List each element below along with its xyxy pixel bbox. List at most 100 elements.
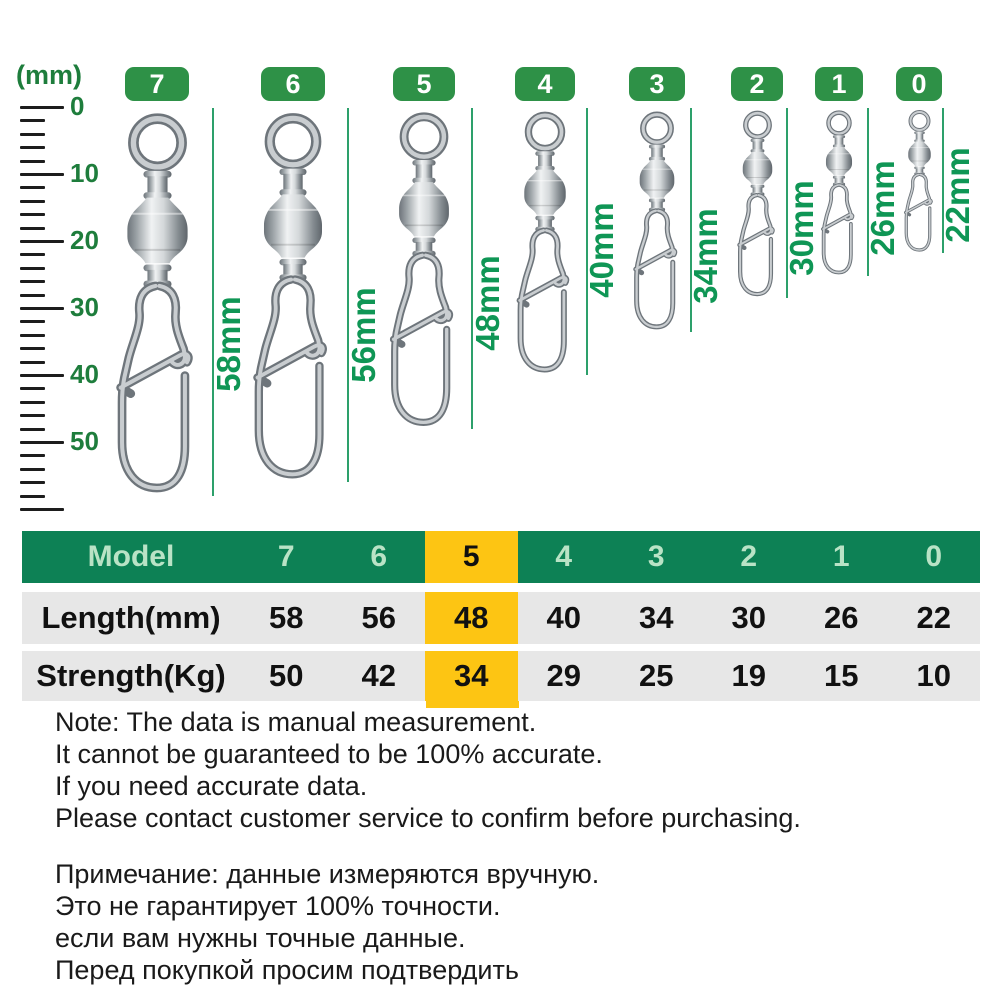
ruler-tick — [20, 280, 45, 283]
snap-swivel-image-5 — [388, 108, 460, 429]
model-badge-3: 3 — [629, 67, 685, 101]
ruler-tick — [20, 267, 45, 270]
measure-line-5 — [471, 108, 473, 429]
snap-swivel-image-6 — [251, 108, 335, 482]
highlight-column-tab — [426, 701, 519, 708]
measure-label-4: 40mm — [583, 202, 620, 298]
strength-cell: 25 — [639, 658, 674, 693]
ruler-tick — [20, 253, 45, 256]
table-header-cell: 1 — [832, 540, 850, 573]
length-cell: 56 — [361, 600, 396, 635]
length-cell: 22 — [916, 600, 951, 635]
note-line: Перед покупкой просим подтвердить — [55, 955, 519, 985]
ruler-tick — [20, 414, 45, 417]
ruler-tick — [20, 387, 45, 390]
ruler-ticks: 0 10 20 30 40 50 — [20, 91, 120, 526]
strength-cell: 10 — [916, 658, 951, 693]
model-badge-4: 4 — [515, 67, 575, 101]
measure-line-3 — [690, 108, 692, 332]
strength-cell: 29 — [546, 658, 581, 693]
ruler-tick — [20, 173, 64, 176]
note-line: If you need accurate data. — [55, 771, 368, 801]
model-badge-1: 1 — [815, 67, 863, 101]
notes-english: Note: The data is manual measurement. It… — [55, 706, 801, 834]
ruler-tick-label: 40 — [70, 359, 99, 389]
note-line: Это не гарантирует 100% точности. — [55, 891, 501, 921]
ruler-tick — [20, 200, 45, 203]
model-badge-5: 5 — [393, 67, 455, 101]
ruler-tick-label: 0 — [70, 91, 85, 121]
measure-label-2: 30mm — [783, 180, 820, 276]
measure-line-0 — [942, 108, 944, 253]
model-badge-7: 7 — [125, 67, 189, 101]
length-row-label: Length(mm) — [41, 600, 221, 635]
ruler-tick — [20, 119, 45, 122]
measure-label-5: 48mm — [469, 255, 506, 351]
ruler-tick-label: 10 — [70, 158, 99, 188]
strength-cell: 19 — [731, 658, 766, 693]
snap-swivel-image-3 — [632, 108, 682, 332]
measure-line-6 — [347, 108, 349, 482]
ruler-tick — [20, 146, 45, 149]
table-header-cell: 2 — [740, 540, 758, 573]
ruler-tick — [20, 133, 45, 136]
table-header-cell: 7 — [277, 540, 295, 573]
length-cell: 26 — [824, 600, 859, 635]
ruler-tick — [20, 213, 45, 216]
strength-cell: 42 — [361, 658, 396, 693]
snap-swivel-image-1 — [820, 108, 858, 276]
length-cell: 58 — [269, 600, 304, 635]
table-strength-row: Strength(Kg) 50 42 34 29 25 19 15 10 — [22, 651, 980, 701]
measure-line-7 — [212, 108, 214, 496]
ruler-tick — [20, 441, 64, 444]
length-cell: 30 — [731, 600, 766, 635]
table-header-cell: 6 — [370, 540, 388, 573]
ruler-tick — [20, 508, 64, 511]
measure-line-2 — [786, 108, 788, 298]
note-line: Please contact customer service to confi… — [55, 803, 801, 833]
ruler-tick — [20, 307, 64, 310]
ruler-tick — [20, 160, 45, 163]
ruler-tick-label: 20 — [70, 225, 99, 255]
snap-swivel-image-0 — [903, 108, 936, 253]
ruler-tick-label: 30 — [70, 292, 99, 322]
size-table: Model 7 6 5 4 3 2 1 0 Length(mm) 58 56 4… — [22, 531, 980, 701]
measure-line-4 — [586, 108, 588, 375]
table-header-cell: 3 — [647, 540, 665, 573]
table-header-model: Model — [87, 540, 175, 573]
measure-label-3: 34mm — [687, 208, 724, 304]
note-line: если вам нужны точные данные. — [55, 923, 466, 953]
strength-row-label: Strength(Kg) — [36, 658, 226, 693]
ruler-tick — [20, 347, 45, 350]
strength-cell: 50 — [269, 658, 304, 693]
ruler-tick — [20, 401, 45, 404]
measure-label-0: 22mm — [939, 147, 976, 243]
ruler-tick — [20, 240, 64, 243]
ruler-tick — [20, 428, 45, 431]
ruler-tick — [20, 186, 45, 189]
ruler-tick — [20, 468, 45, 471]
ruler-tick — [20, 334, 45, 337]
measure-label-6: 56mm — [345, 287, 382, 383]
table-header-cell-highlight: 5 — [425, 531, 518, 583]
ruler-tick — [20, 361, 45, 364]
snap-swivel-image-2 — [736, 108, 779, 298]
snap-swivel-image-7 — [114, 108, 201, 496]
measure-label-7: 58mm — [210, 296, 247, 392]
snap-swivel-image-4 — [515, 108, 575, 375]
ruler-tick — [20, 227, 45, 230]
ruler-unit-label: (mm) — [16, 60, 82, 90]
note-line: It cannot be guaranteed to be 100% accur… — [55, 739, 603, 769]
model-badge-0: 0 — [896, 67, 942, 101]
ruler-tick — [20, 454, 45, 457]
table-header-row: Model 7 6 5 4 3 2 1 0 — [22, 531, 980, 583]
model-badge-2: 2 — [731, 67, 783, 101]
length-cell: 34 — [639, 600, 674, 635]
length-cell: 40 — [546, 600, 581, 635]
table-header-cell: 0 — [925, 540, 943, 573]
ruler-tick — [20, 106, 64, 109]
measure-label-1: 26mm — [864, 160, 901, 256]
ruler-tick-label: 50 — [70, 426, 99, 456]
note-line: Note: The data is manual measurement. — [55, 707, 537, 737]
